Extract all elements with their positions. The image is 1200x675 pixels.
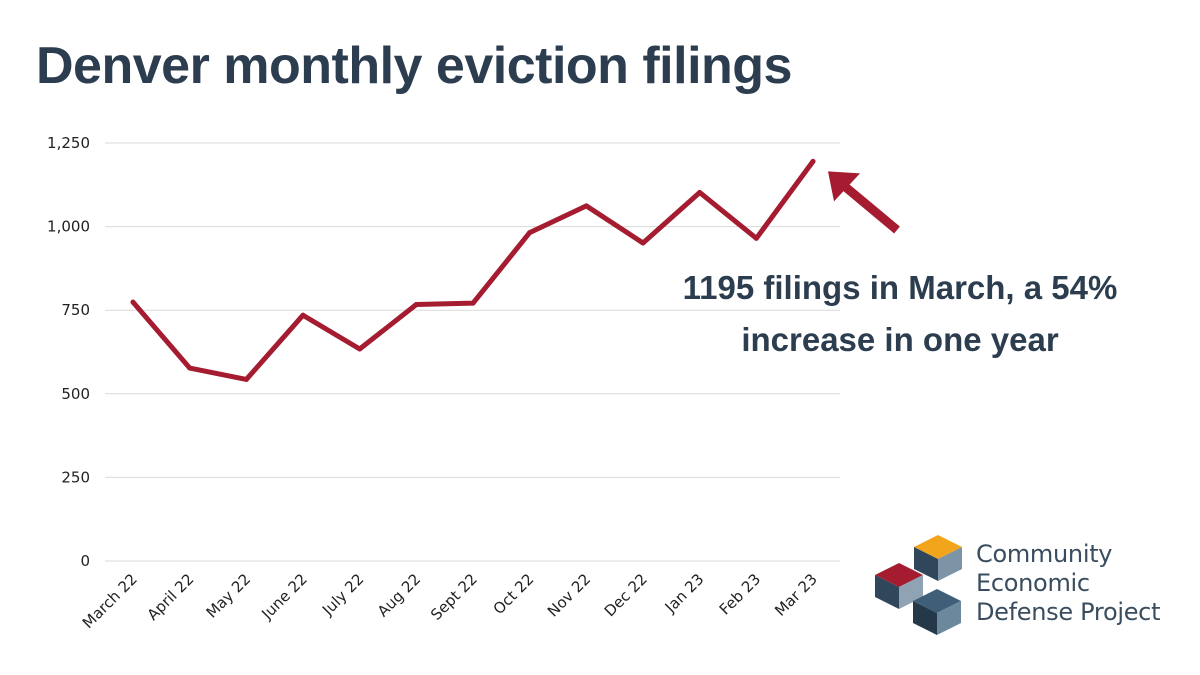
data-point bbox=[130, 299, 136, 305]
annotation-text: 1195 filings in March, a 54% increase in… bbox=[682, 269, 1118, 358]
data-point bbox=[810, 158, 816, 164]
x-tick-label: April 22 bbox=[144, 570, 198, 624]
data-point bbox=[583, 203, 589, 209]
x-tick-label: July 22 bbox=[318, 570, 367, 619]
x-tick-label: June 22 bbox=[257, 570, 310, 623]
x-tick-label: Nov 22 bbox=[544, 570, 594, 620]
data-point bbox=[243, 376, 249, 382]
arrow-head bbox=[828, 171, 860, 202]
y-tick-label: 1,250 bbox=[47, 134, 90, 152]
data-point bbox=[753, 235, 759, 241]
cedp-logo: Community Economic Defense Project bbox=[875, 535, 1185, 635]
cedp-wordmark: Community Economic Defense Project bbox=[976, 540, 1160, 627]
logo-line-1: Community bbox=[976, 540, 1113, 568]
x-tick-label: Mar 23 bbox=[771, 570, 821, 620]
data-point bbox=[187, 365, 193, 371]
data-point bbox=[697, 189, 703, 195]
y-tick-label: 0 bbox=[80, 552, 90, 570]
y-tick-label: 500 bbox=[61, 385, 90, 403]
gridlines bbox=[105, 142, 840, 562]
data-point bbox=[300, 312, 306, 318]
x-tick-label: Aug 22 bbox=[374, 570, 424, 620]
data-point bbox=[640, 240, 646, 246]
logo-line-3: Defense Project bbox=[976, 598, 1161, 626]
x-tick-label: March 22 bbox=[79, 570, 141, 632]
x-tick-label: Jan 23 bbox=[661, 570, 708, 617]
x-tick-label: May 22 bbox=[203, 570, 255, 622]
x-tick-label: Feb 23 bbox=[716, 570, 764, 618]
y-tick-label: 750 bbox=[61, 301, 90, 319]
y-tick-label: 1,000 bbox=[47, 218, 90, 236]
data-point bbox=[357, 346, 363, 352]
x-tick-label: Dec 22 bbox=[601, 570, 651, 620]
y-tick-label: 250 bbox=[61, 468, 90, 486]
series-layer bbox=[130, 158, 816, 382]
data-point bbox=[527, 230, 533, 236]
data-point bbox=[413, 302, 419, 308]
chart-title: Denver monthly eviction filings bbox=[36, 37, 792, 95]
cedp-cubes-icon bbox=[875, 535, 962, 635]
y-axis-labels: 0 250 500 750 1,000 1,250 bbox=[47, 134, 90, 570]
logo-line-2: Economic bbox=[976, 569, 1090, 597]
annotation-arrow bbox=[828, 171, 900, 234]
x-axis-labels: March 22 April 22 May 22 June 22 July 22 Aug … bbox=[79, 570, 821, 632]
arrow-shaft bbox=[843, 183, 900, 234]
x-tick-label: Sept 22 bbox=[427, 570, 481, 624]
x-tick-label: Oct 22 bbox=[490, 570, 538, 618]
data-point bbox=[470, 300, 476, 306]
